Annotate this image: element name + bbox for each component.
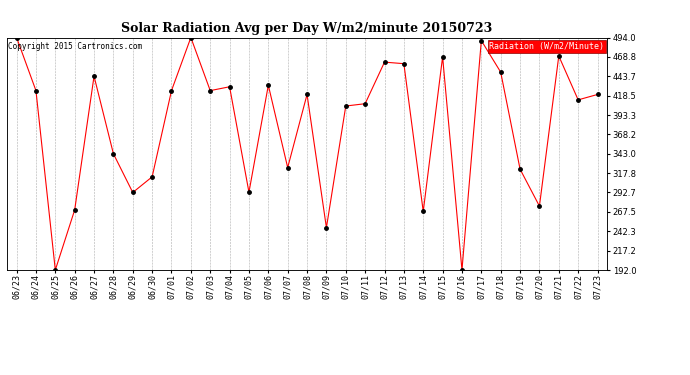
- Title: Solar Radiation Avg per Day W/m2/minute 20150723: Solar Radiation Avg per Day W/m2/minute …: [121, 22, 493, 35]
- Text: Copyright 2015 Cartronics.com: Copyright 2015 Cartronics.com: [8, 42, 142, 51]
- Text: Radiation (W/m2/Minute): Radiation (W/m2/Minute): [489, 42, 604, 51]
